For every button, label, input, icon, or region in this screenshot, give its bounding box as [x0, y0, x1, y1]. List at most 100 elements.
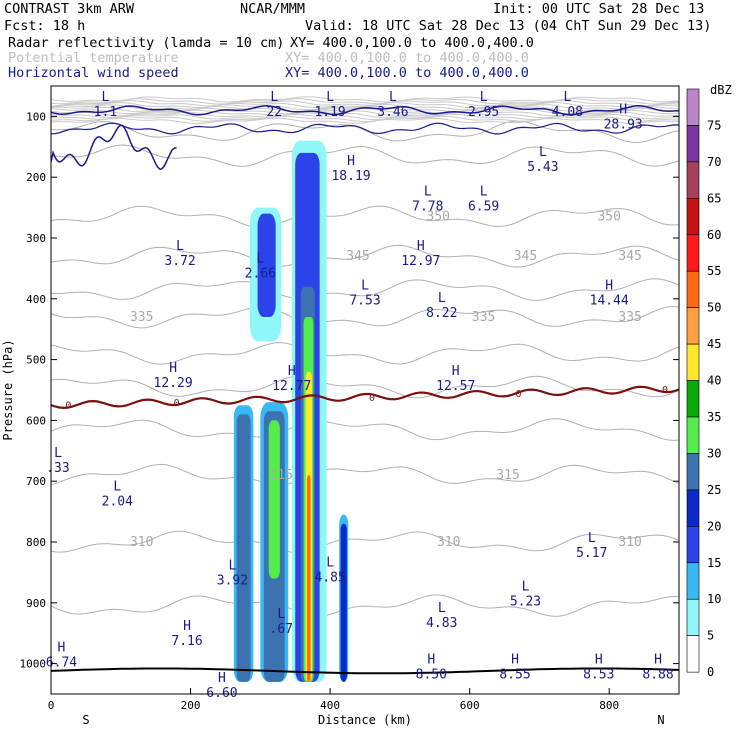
extremum-high: H12.29 [154, 361, 193, 391]
colorbar-level-label: 30 [707, 446, 721, 460]
extremum-value: 12.97 [401, 254, 440, 269]
colorbar-swatch [686, 161, 700, 199]
extremum-type: L [277, 607, 285, 622]
extremum-type: L [102, 90, 110, 105]
extremum-high: H6.74 [46, 640, 77, 670]
freezing-level-contour: 0 0 0 0 0 [51, 385, 679, 412]
upper-band-line [51, 96, 679, 103]
x-tick-label: 600 [460, 699, 480, 712]
extremum-type: H [427, 653, 435, 668]
colorbar-level-label: 20 [707, 519, 721, 533]
theta-label: 350 [597, 210, 620, 225]
extremum-value: 4.08 [552, 105, 583, 120]
theta-label: 345 [346, 249, 369, 264]
colorbar-swatch [686, 234, 700, 272]
field-3-xy: XY= 400.0,100.0 to 400.0,400.0 [285, 65, 529, 81]
extremum-type: L [176, 239, 184, 254]
extremum-high: H28.93 [604, 102, 643, 132]
extremum-low: L2.95 [468, 90, 499, 120]
extremum-type: H [288, 364, 296, 379]
extremum-value: 12.77 [272, 379, 311, 394]
field-1-name: Radar reflectivity (lamda = 10 cm) [8, 35, 284, 51]
extremum-type: L [326, 555, 334, 570]
colorbar-swatch [686, 635, 700, 673]
y-tick-label: 100 [26, 110, 46, 123]
wind-contour-upper [51, 105, 679, 116]
colorbar-level-label: 15 [707, 556, 721, 570]
colorbar-level-label: 50 [707, 301, 721, 315]
extremum-low: L6.59 [468, 184, 499, 214]
extremum-high: H6.60 [206, 671, 237, 701]
extremum-type: L [270, 90, 278, 105]
extremum-value: 12.29 [154, 376, 193, 391]
extremum-value: 1.1 [94, 105, 117, 120]
extremum-value: 3.72 [164, 254, 195, 269]
extremum-type: L [588, 531, 596, 546]
extremum-type: H [452, 364, 460, 379]
extremum-type: H [605, 279, 613, 294]
theta-contour-305 [51, 594, 679, 618]
colorbar-level-label: 35 [707, 410, 721, 424]
colorbar-swatch [686, 343, 700, 381]
extremum-low: L1.1 [94, 90, 117, 120]
freezing-level-label: 0 [515, 389, 521, 400]
extremum-high: H8.55 [499, 653, 530, 683]
y-tick-label: 500 [26, 354, 46, 367]
theta-label: 345 [514, 249, 537, 264]
extremum-low: L2.04 [102, 479, 133, 509]
x-tick-label: 800 [599, 699, 619, 712]
theta-contour-330 [51, 342, 679, 365]
x-axis-end-label: N [657, 713, 664, 727]
potential-temperature-contours [51, 120, 679, 618]
extremum-value: 8.50 [416, 668, 447, 683]
colorbar-swatch [686, 125, 700, 163]
axes: 100 200 300 400 500 600 700 800 900 1000 0 200 400 60… [20, 110, 679, 712]
extremum-low: L8.22 [426, 291, 457, 321]
extremum-type: L [326, 90, 334, 105]
extremum-type: H [417, 239, 425, 254]
radar-cell-west1-25dbz [236, 414, 251, 682]
extremum-high: H8.88 [642, 653, 673, 683]
theta-contour-315 [51, 463, 679, 486]
extremum-type: L [438, 601, 446, 616]
extremum-value: 8.55 [499, 668, 530, 683]
colorbar-level-label: 25 [707, 483, 721, 497]
colorbar-swatch [686, 270, 700, 308]
extremum-value: 2.66 [245, 266, 276, 281]
extremum-value: 2.95 [468, 105, 499, 120]
theta-contour-325 [51, 375, 679, 399]
freezing-level-label: 0 [174, 398, 180, 409]
colorbar-swatch [686, 489, 700, 527]
colorbar-swatch [686, 562, 700, 600]
extremum-high: H7.16 [171, 619, 202, 649]
extremum-type: L [480, 90, 488, 105]
extremum-high: H8.50 [416, 653, 447, 683]
plot-area: 0 0 0 0 0 [51, 86, 679, 694]
upper-band-line [51, 115, 679, 123]
y-tick-label: 300 [26, 232, 46, 245]
extremum-high: H8.53 [583, 653, 614, 683]
extremum-type: L [361, 279, 369, 294]
extremum-type: H [595, 653, 603, 668]
theta-label: 310 [130, 535, 153, 550]
colorbar-swatch [686, 88, 700, 126]
y-tick-label: 1000 [20, 658, 47, 671]
extremum-type: L [256, 251, 264, 266]
theta-label: 310 [618, 535, 641, 550]
theta-contour-355 [51, 144, 679, 167]
extremum-type: H [654, 653, 662, 668]
upper-band-line [51, 100, 679, 107]
extremum-low: L5.23 [510, 580, 541, 610]
theta-label: 335 [472, 310, 495, 325]
forecast-hour: Fcst: 18 h [4, 18, 85, 34]
extremum-high: H12.97 [401, 239, 440, 269]
theta-label: 315 [270, 468, 293, 483]
extremum-value: 3.92 [217, 573, 248, 588]
field-1-xy: XY= 400.0,100.0 to 400.0,400.0 [290, 35, 534, 51]
extremum-type: L [54, 446, 62, 461]
extremum-low: L7.53 [349, 279, 380, 309]
y-tick-label: 700 [26, 475, 46, 488]
extremum-type: L [522, 580, 530, 595]
radar-cell-main-50dbz [307, 475, 311, 682]
